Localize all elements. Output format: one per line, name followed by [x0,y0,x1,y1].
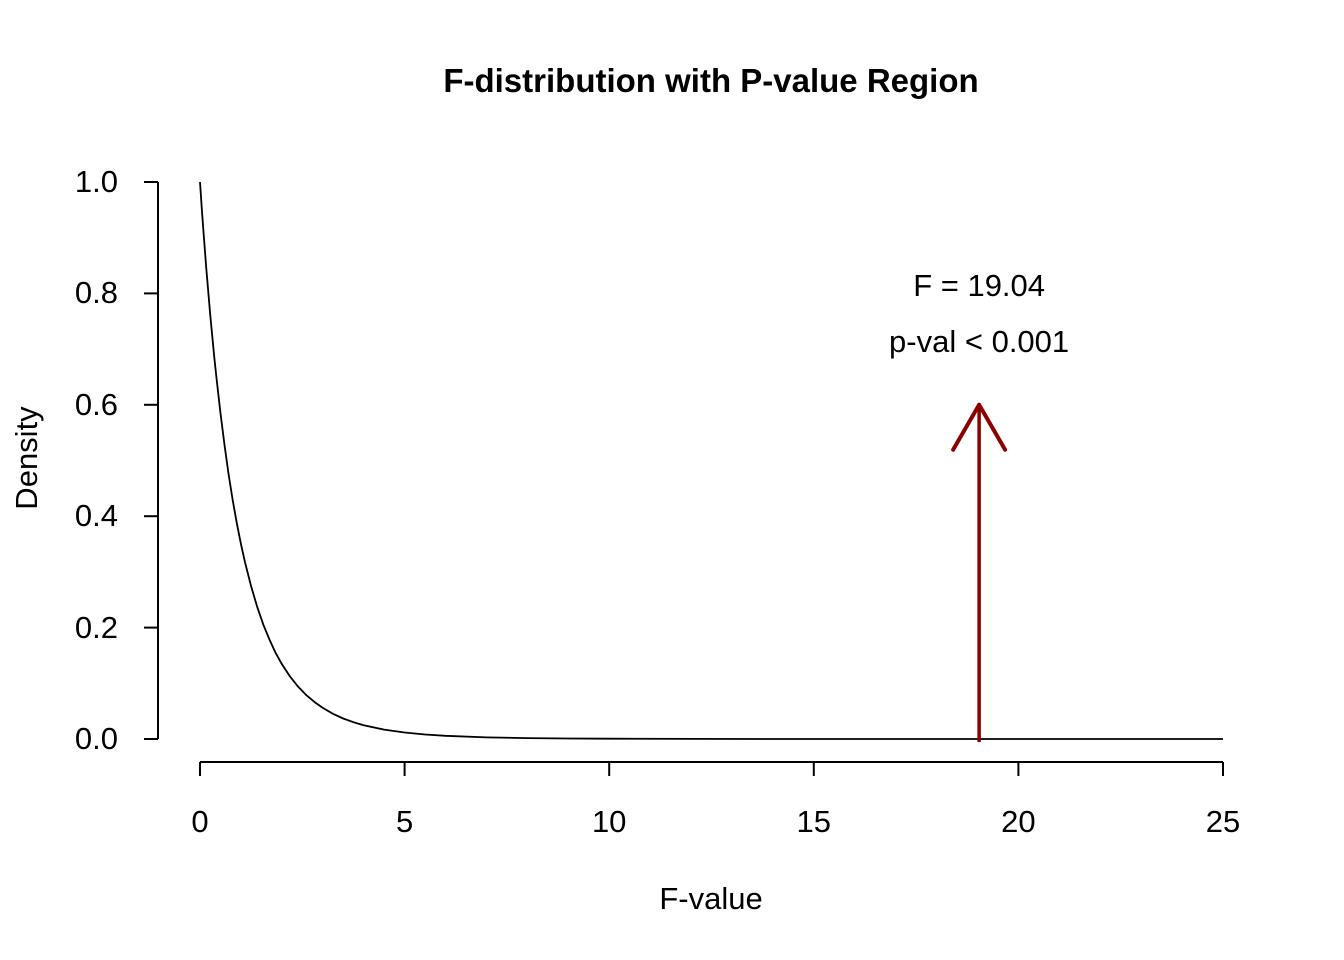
y-tick-label: 1.0 [74,164,118,199]
x-tick-label: 0 [191,804,209,839]
y-axis-label: Density [9,406,44,510]
plot-title: F-distribution with P-value Region [443,62,979,99]
y-tick-label: 0.2 [74,609,118,645]
y-tick-label: 0.4 [74,498,118,534]
y-tick-label: 0.8 [74,275,118,311]
y-tick-label: 0.6 [74,386,118,422]
f-statistic-annotation: F = 19.04 [913,268,1046,303]
p-value-annotation: p-val < 0.001 [889,324,1070,359]
x-tick-label: 15 [796,804,832,839]
y-tick-label: 0.0 [74,721,118,756]
f-statistic-arrow-head [951,402,982,452]
density-curve [199,181,1223,740]
f-statistic-arrow-head [977,402,1008,452]
x-tick-label: 5 [395,804,414,839]
x-axis-label: F-value [659,881,763,916]
x-tick-label: 10 [591,804,627,839]
x-tick-label: 20 [1001,804,1036,839]
x-tick-label: 25 [1205,804,1241,839]
